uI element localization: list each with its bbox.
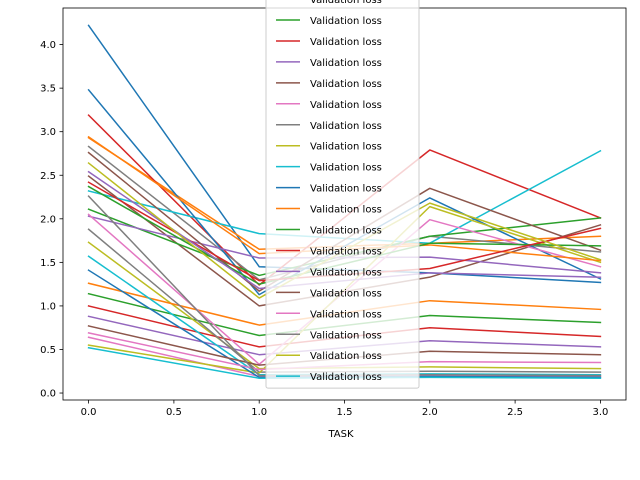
y-axis: 0.0 0.5 1.0 1.5 2.0 2.5 3.0 3.5 4.0: [40, 40, 63, 400]
legend-label: Validation loss: [310, 246, 382, 257]
legend-label: Validation loss: [310, 100, 382, 111]
legend-label: Validation loss: [310, 288, 382, 299]
y-tick-label: 2.5: [40, 171, 56, 182]
x-tick-label: 1.0: [251, 407, 267, 418]
x-tick-label: 3.0: [592, 407, 608, 418]
x-tick-label: 0.5: [166, 407, 182, 418]
x-tick-label: 0.0: [81, 407, 97, 418]
legend-label: Validation loss: [310, 37, 382, 48]
legend-label: Validation loss: [310, 205, 382, 216]
legend-label: Validation loss: [310, 58, 382, 69]
legend-label: Validation loss: [310, 163, 382, 174]
legend-label: Validation loss: [310, 16, 382, 27]
x-axis-title: TASK: [327, 429, 354, 440]
x-tick-label: 2.0: [422, 407, 438, 418]
legend-label: Validation loss: [310, 121, 382, 132]
x-tick-label: 2.5: [507, 407, 523, 418]
legend: Validation loss Validation loss Validation…: [265, 0, 420, 389]
legend-label: Validation loss: [310, 267, 382, 278]
y-tick-label: 3.0: [40, 127, 56, 138]
legend-label: Validation loss: [310, 309, 382, 320]
y-tick-label: 0.5: [40, 345, 56, 356]
y-tick-label: 2.0: [40, 214, 56, 225]
y-tick-label: 3.5: [40, 84, 56, 95]
legend-label: Validation loss: [310, 184, 382, 195]
y-tick-label: 0.0: [40, 389, 56, 400]
legend-label: Validation loss: [310, 0, 382, 6]
x-axis: 0.0 0.5 1.0 1.5 2.0 2.5 3.0: [81, 400, 608, 418]
legend-label: Validation loss: [310, 142, 382, 153]
legend-label: Validation loss: [310, 226, 382, 237]
y-tick-label: 4.0: [40, 40, 56, 51]
legend-box: [265, 0, 420, 389]
legend-label: Validation loss: [310, 372, 382, 383]
y-tick-label: 1.0: [40, 301, 56, 312]
legend-label: Validation loss: [310, 79, 382, 90]
y-tick-label: 1.5: [40, 258, 56, 269]
x-tick-label: 1.5: [337, 407, 353, 418]
legend-label: Validation loss: [310, 330, 382, 341]
legend-label: Validation loss: [310, 351, 382, 362]
